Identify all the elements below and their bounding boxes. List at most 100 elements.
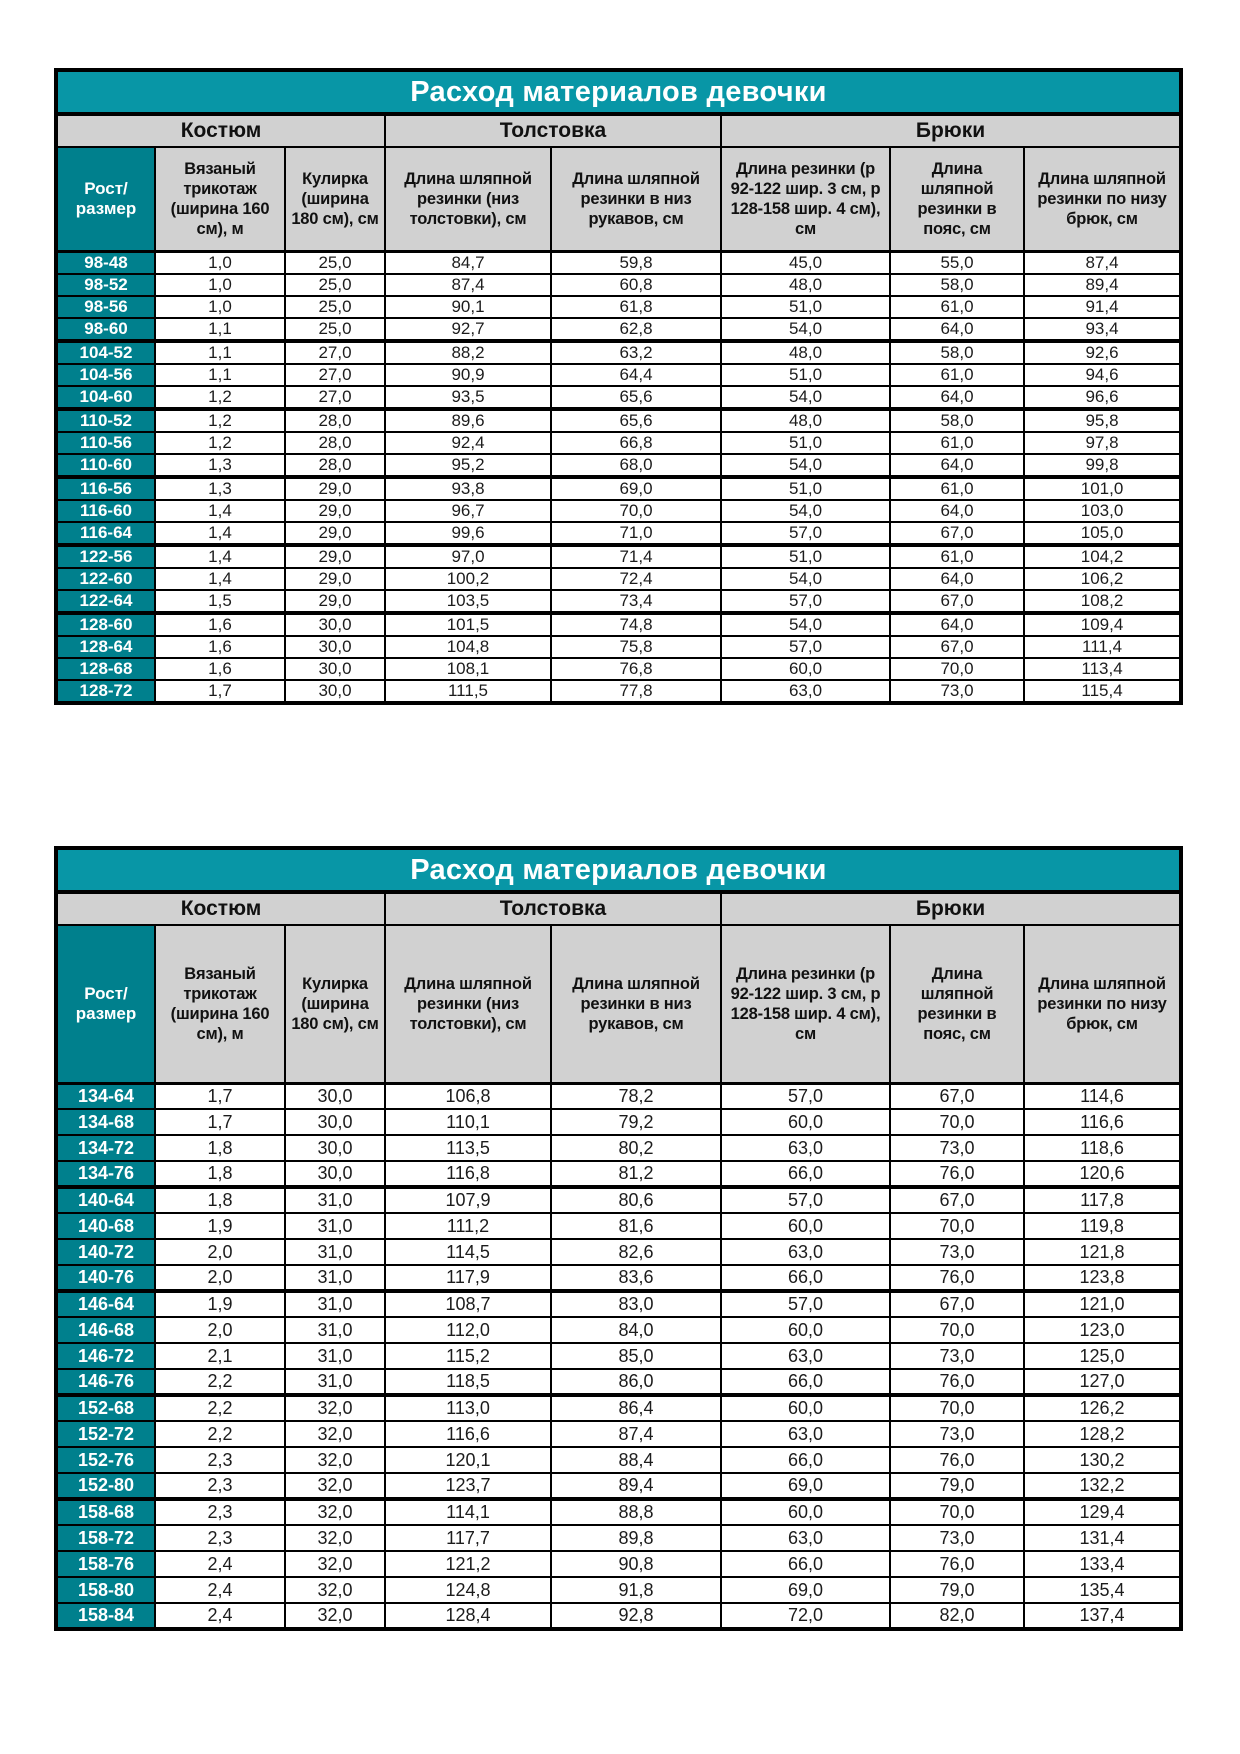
data-cell: 32,0 bbox=[284, 1472, 386, 1501]
data-cell: 69,0 bbox=[720, 1576, 891, 1604]
data-cell: 128,4 bbox=[384, 1602, 552, 1630]
data-cell: 57,0 bbox=[720, 1290, 891, 1318]
size-cell: 146-72 bbox=[55, 1342, 156, 1370]
data-cell: 1,0 bbox=[154, 250, 286, 275]
group-header: Костюм bbox=[55, 113, 386, 148]
size-cell: 146-76 bbox=[55, 1368, 156, 1397]
size-cell: 98-52 bbox=[55, 272, 156, 297]
data-cell: 1,6 bbox=[154, 611, 286, 637]
data-cell: 92,8 bbox=[550, 1602, 722, 1630]
materials-table-girls-134-158: Расход материалов девочки Костюм Толстовка… bbox=[54, 846, 1184, 1631]
data-cell: 73,0 bbox=[889, 1134, 1025, 1162]
data-cell: 1,2 bbox=[154, 430, 286, 455]
data-cell: 111,5 bbox=[384, 678, 552, 704]
data-cell: 130,2 bbox=[1022, 1446, 1183, 1474]
row-header-column: Рост/размер bbox=[55, 146, 156, 253]
table-row: 152-72 2,2 32,0 116,6 87,4 63,0 73,0 128,2 bbox=[55, 1420, 1183, 1448]
data-cell: 2,3 bbox=[154, 1498, 286, 1526]
data-cell: 112,0 bbox=[384, 1316, 552, 1344]
data-cell: 100,2 bbox=[384, 566, 552, 591]
data-cell: 92,7 bbox=[384, 316, 552, 343]
data-cell: 88,2 bbox=[384, 339, 552, 365]
data-cell: 28,0 bbox=[284, 430, 386, 455]
size-cell: 140-64 bbox=[55, 1186, 156, 1214]
data-cell: 76,0 bbox=[889, 1368, 1025, 1397]
data-cell: 64,0 bbox=[889, 452, 1025, 479]
data-cell: 48,0 bbox=[720, 272, 891, 297]
data-cell: 121,8 bbox=[1022, 1238, 1183, 1266]
data-cell: 32,0 bbox=[284, 1602, 386, 1630]
data-cell: 115,2 bbox=[384, 1342, 552, 1370]
column-header: Длина резинки (р 92-122 шир. 3 см, р 128… bbox=[720, 146, 891, 253]
data-cell: 89,4 bbox=[1022, 272, 1183, 297]
data-cell: 133,4 bbox=[1022, 1550, 1183, 1578]
table-row: 122-64 1,5 29,0 103,5 73,4 57,0 67,0 108,2 bbox=[55, 588, 1183, 615]
table-body: 98-48 1,0 25,0 84,7 59,8 45,0 55,0 87,4 98-52 1,0… bbox=[55, 250, 1183, 704]
data-cell: 104,8 bbox=[384, 634, 552, 659]
column-header: Длина шляпной резинки (низ толстовки), с… bbox=[384, 924, 552, 1085]
data-cell: 68,0 bbox=[550, 452, 722, 479]
size-cell: 110-56 bbox=[55, 430, 156, 455]
table-row: 98-52 1,0 25,0 87,4 60,8 48,0 58,0 89,4 bbox=[55, 272, 1183, 297]
data-cell: 63,0 bbox=[720, 1134, 891, 1162]
table-row: 146-76 2,2 31,0 118,5 86,0 66,0 76,0 127,0 bbox=[55, 1368, 1183, 1397]
data-cell: 29,0 bbox=[284, 520, 386, 547]
data-cell: 64,0 bbox=[889, 384, 1025, 411]
table-row: 146-64 1,9 31,0 108,7 83,0 57,0 67,0 121,0 bbox=[55, 1290, 1183, 1318]
data-cell: 1,3 bbox=[154, 452, 286, 479]
data-cell: 90,9 bbox=[384, 362, 552, 387]
data-cell: 51,0 bbox=[720, 475, 891, 501]
table-row: 152-76 2,3 32,0 120,1 88,4 66,0 76,0 130,2 bbox=[55, 1446, 1183, 1474]
data-cell: 54,0 bbox=[720, 316, 891, 343]
data-cell: 62,8 bbox=[550, 316, 722, 343]
data-cell: 2,2 bbox=[154, 1368, 286, 1397]
data-cell: 95,8 bbox=[1022, 407, 1183, 433]
table-row: 152-80 2,3 32,0 123,7 89,4 69,0 79,0 132,2 bbox=[55, 1472, 1183, 1501]
data-cell: 92,6 bbox=[1022, 339, 1183, 365]
table-row: 98-48 1,0 25,0 84,7 59,8 45,0 55,0 87,4 bbox=[55, 250, 1183, 275]
data-cell: 77,8 bbox=[550, 678, 722, 704]
data-cell: 123,7 bbox=[384, 1472, 552, 1501]
data-cell: 69,0 bbox=[720, 1472, 891, 1501]
data-cell: 2,3 bbox=[154, 1446, 286, 1474]
table-row: 134-68 1,7 30,0 110,1 79,2 60,0 70,0 116,6 bbox=[55, 1108, 1183, 1136]
data-cell: 1,4 bbox=[154, 498, 286, 523]
data-cell: 45,0 bbox=[720, 250, 891, 275]
data-cell: 66,0 bbox=[720, 1446, 891, 1474]
data-cell: 1,6 bbox=[154, 656, 286, 681]
data-cell: 67,0 bbox=[889, 1290, 1025, 1318]
size-cell: 134-72 bbox=[55, 1134, 156, 1162]
data-cell: 30,0 bbox=[284, 678, 386, 704]
size-cell: 152-80 bbox=[55, 1472, 156, 1501]
data-cell: 67,0 bbox=[889, 634, 1025, 659]
table-row: 128-72 1,7 30,0 111,5 77,8 63,0 73,0 115,4 bbox=[55, 678, 1183, 704]
table-row: 158-72 2,3 32,0 117,7 89,8 63,0 73,0 131,4 bbox=[55, 1524, 1183, 1552]
size-cell: 98-48 bbox=[55, 250, 156, 275]
data-cell: 97,8 bbox=[1022, 430, 1183, 455]
data-cell: 87,4 bbox=[550, 1420, 722, 1448]
table-head: Расход материалов девочки Костюм Толстовка… bbox=[54, 69, 1183, 253]
data-cell: 32,0 bbox=[284, 1446, 386, 1474]
data-cell: 58,0 bbox=[889, 339, 1025, 365]
data-cell: 27,0 bbox=[284, 362, 386, 387]
data-cell: 1,1 bbox=[154, 316, 286, 343]
data-cell: 66,0 bbox=[720, 1368, 891, 1397]
data-cell: 76,0 bbox=[889, 1264, 1025, 1293]
data-cell: 88,8 bbox=[550, 1498, 722, 1526]
column-header: Длина шляпной резинки в низ рукавов, см bbox=[550, 146, 722, 253]
size-cell: 104-60 bbox=[55, 384, 156, 411]
size-cell: 146-68 bbox=[55, 1316, 156, 1344]
size-cell: 140-76 bbox=[55, 1264, 156, 1293]
data-cell: 28,0 bbox=[284, 452, 386, 479]
data-cell: 1,4 bbox=[154, 566, 286, 591]
data-cell: 1,8 bbox=[154, 1186, 286, 1214]
size-cell: 134-64 bbox=[55, 1082, 156, 1110]
data-cell: 2,4 bbox=[154, 1602, 286, 1630]
size-cell: 110-52 bbox=[55, 407, 156, 433]
table-row: 158-84 2,4 32,0 128,4 92,8 72,0 82,0 137,4 bbox=[55, 1602, 1183, 1630]
table-row: 140-68 1,9 31,0 111,2 81,6 60,0 70,0 119,8 bbox=[55, 1212, 1183, 1240]
table-row: 98-60 1,1 25,0 92,7 62,8 54,0 64,0 93,4 bbox=[55, 316, 1183, 343]
data-cell: 48,0 bbox=[720, 407, 891, 433]
data-cell: 60,0 bbox=[720, 656, 891, 681]
data-cell: 85,0 bbox=[550, 1342, 722, 1370]
